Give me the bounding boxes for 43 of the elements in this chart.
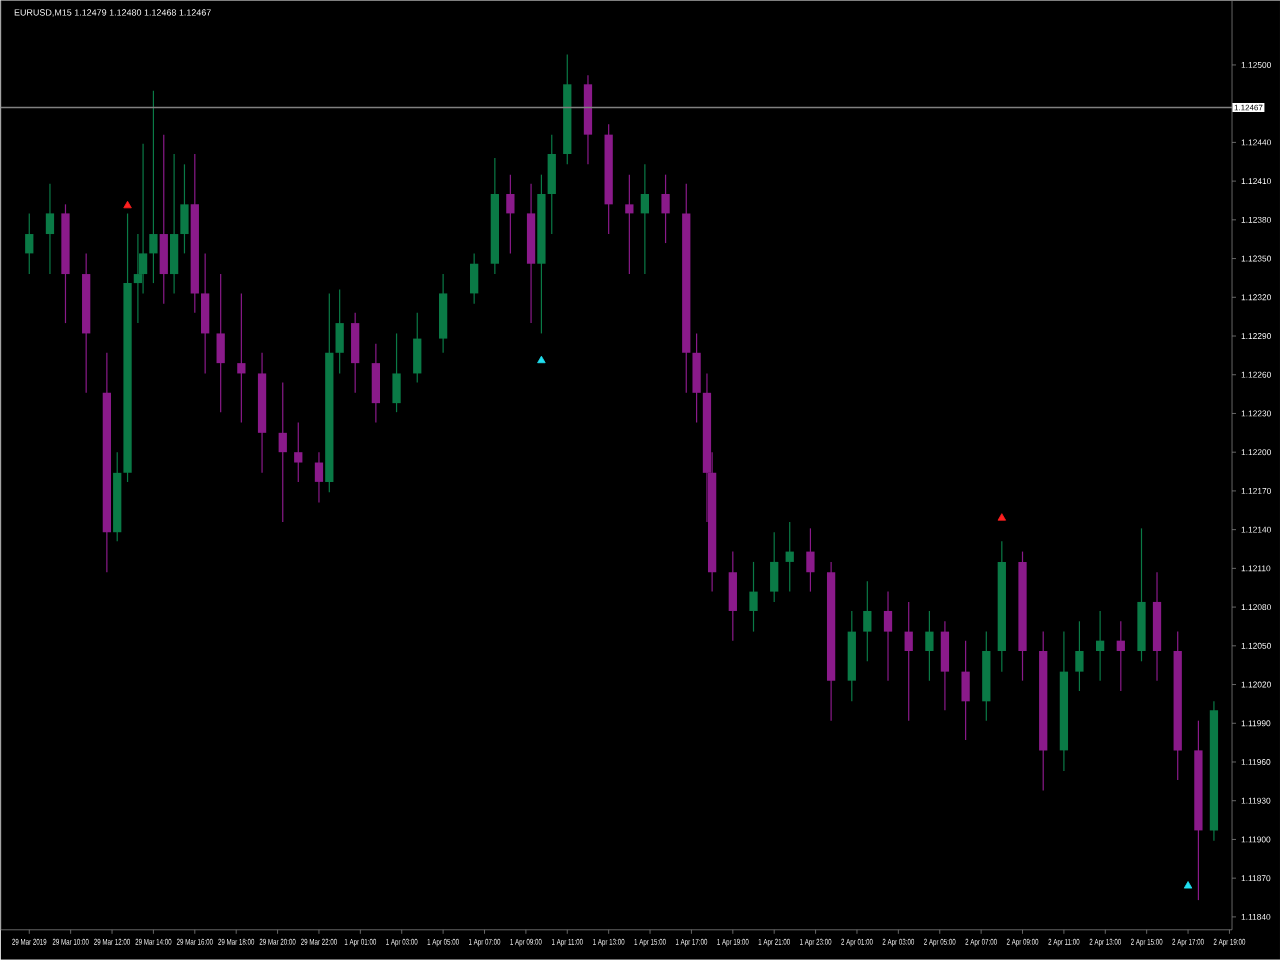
candlestick	[770, 531, 779, 603]
candlestick	[661, 174, 670, 244]
candlestick	[149, 90, 158, 284]
candlestick	[470, 252, 479, 305]
candlestick	[961, 640, 970, 741]
point	[123, 200, 132, 209]
candlestick	[237, 292, 246, 424]
candlestick	[438, 273, 448, 354]
candlestick	[45, 183, 55, 275]
candlestick	[883, 591, 893, 682]
candlestick	[1075, 620, 1084, 692]
candlestick	[371, 343, 381, 424]
candlestick	[351, 312, 360, 394]
point	[537, 355, 546, 364]
candlestick	[180, 163, 189, 255]
candlestick	[25, 212, 34, 275]
candlestick	[335, 289, 344, 375]
point	[1183, 881, 1193, 889]
candlestick	[925, 610, 934, 682]
candlestick	[201, 252, 210, 375]
candlestick	[692, 332, 701, 424]
candlestick	[940, 620, 950, 712]
candlestick	[413, 312, 422, 384]
candlestick	[863, 580, 872, 662]
point	[997, 513, 1007, 521]
candlestick	[278, 381, 287, 523]
candlestick	[1095, 610, 1105, 682]
candlestick	[625, 174, 634, 275]
candlestick	[392, 332, 401, 413]
candlestick	[314, 451, 324, 504]
candlestick	[216, 273, 225, 413]
candlestick	[1116, 620, 1125, 692]
candlestick	[169, 153, 179, 295]
candlestick	[294, 421, 303, 483]
candlestick	[640, 163, 650, 275]
candlestick	[785, 521, 794, 593]
candlestick	[547, 134, 556, 235]
candlestick	[728, 551, 737, 642]
candlestick	[749, 561, 758, 633]
candlestick	[506, 174, 515, 255]
candlestick	[904, 601, 913, 722]
candlestick	[806, 527, 815, 593]
candlestick	[159, 134, 168, 305]
